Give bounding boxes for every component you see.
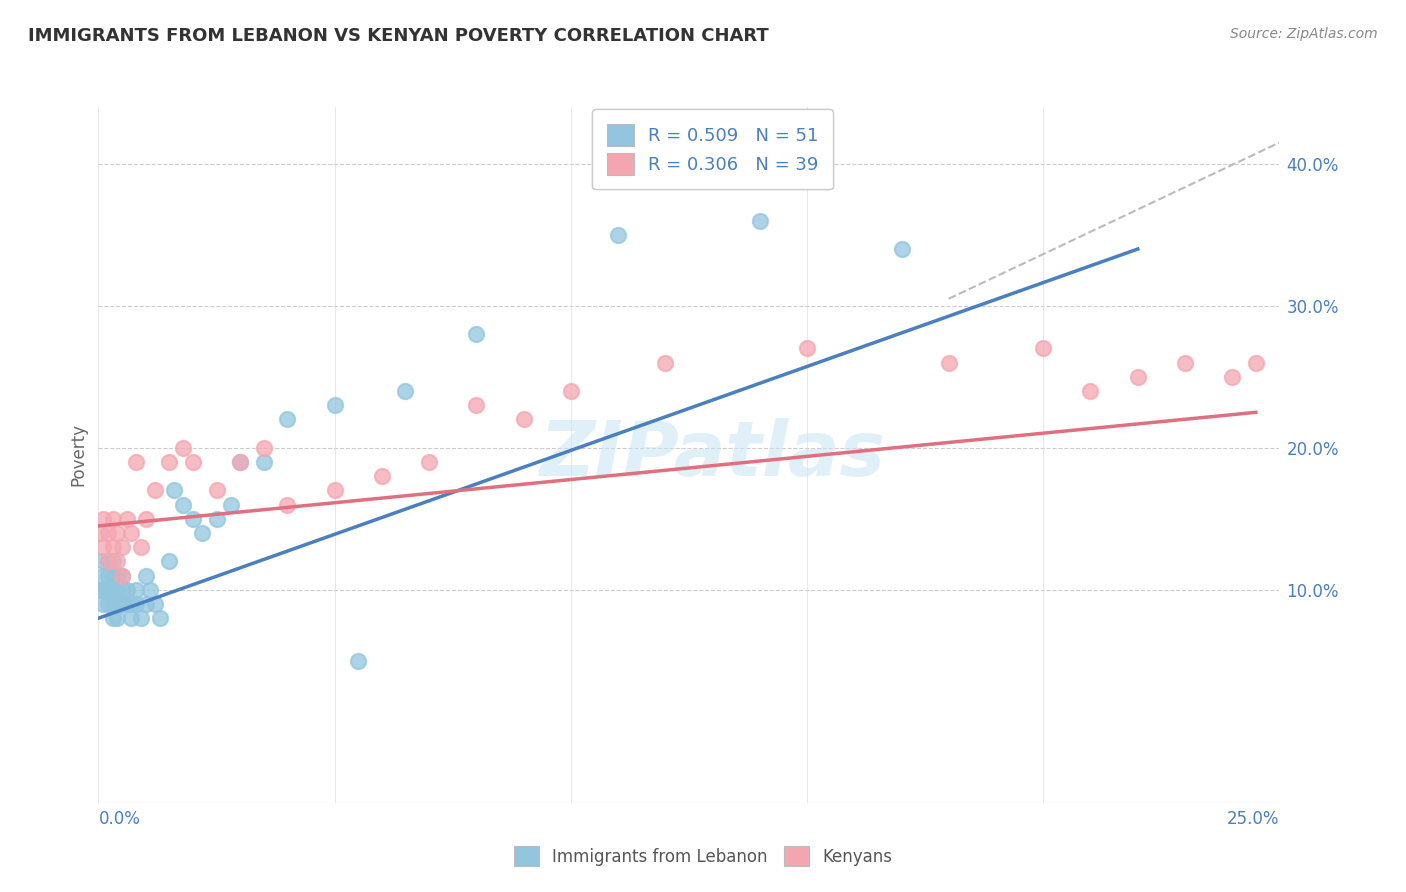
Point bbox=[149, 611, 172, 625]
Point bbox=[229, 455, 252, 469]
Point bbox=[97, 554, 120, 568]
Point bbox=[607, 227, 630, 242]
Point bbox=[172, 498, 194, 512]
Point bbox=[121, 611, 143, 625]
Point bbox=[172, 441, 194, 455]
Point bbox=[105, 582, 128, 597]
Point bbox=[101, 540, 124, 554]
Point bbox=[418, 455, 440, 469]
Point bbox=[111, 568, 134, 582]
Point bbox=[101, 582, 124, 597]
Point bbox=[105, 554, 128, 568]
Point bbox=[890, 242, 912, 256]
Text: IMMIGRANTS FROM LEBANON VS KENYAN POVERTY CORRELATION CHART: IMMIGRANTS FROM LEBANON VS KENYAN POVERT… bbox=[28, 27, 769, 45]
Point bbox=[91, 512, 114, 526]
Point bbox=[229, 455, 252, 469]
Point bbox=[938, 356, 960, 370]
Point bbox=[115, 597, 138, 611]
Point bbox=[560, 384, 582, 398]
Point bbox=[101, 611, 124, 625]
Point bbox=[121, 597, 143, 611]
Point bbox=[654, 356, 676, 370]
Point bbox=[97, 582, 120, 597]
Point bbox=[394, 384, 416, 398]
Point bbox=[748, 213, 770, 227]
Point bbox=[135, 568, 157, 582]
Point bbox=[347, 654, 370, 668]
Point bbox=[796, 342, 818, 356]
Point bbox=[101, 597, 124, 611]
Legend: R = 0.509   N = 51, R = 0.306   N = 39: R = 0.509 N = 51, R = 0.306 N = 39 bbox=[592, 109, 832, 189]
Point bbox=[139, 582, 162, 597]
Point bbox=[157, 554, 180, 568]
Point bbox=[1126, 369, 1149, 384]
Legend: Immigrants from Lebanon, Kenyans: Immigrants from Lebanon, Kenyans bbox=[505, 838, 901, 875]
Point bbox=[105, 526, 128, 541]
Text: Source: ZipAtlas.com: Source: ZipAtlas.com bbox=[1230, 27, 1378, 41]
Point bbox=[157, 455, 180, 469]
Point bbox=[115, 582, 138, 597]
Point bbox=[111, 582, 134, 597]
Point bbox=[105, 611, 128, 625]
Point bbox=[163, 483, 186, 498]
Point bbox=[90, 526, 112, 541]
Point bbox=[101, 568, 124, 582]
Point bbox=[115, 512, 138, 526]
Text: ZIPatlas: ZIPatlas bbox=[540, 418, 886, 491]
Text: 25.0%: 25.0% bbox=[1227, 810, 1279, 828]
Point bbox=[181, 455, 204, 469]
Point bbox=[101, 554, 124, 568]
Point bbox=[205, 512, 228, 526]
Point bbox=[465, 398, 488, 412]
Point bbox=[323, 483, 346, 498]
Point bbox=[125, 582, 148, 597]
Point bbox=[129, 540, 152, 554]
Point bbox=[205, 483, 228, 498]
Point bbox=[90, 582, 112, 597]
Point bbox=[253, 441, 276, 455]
Point bbox=[1220, 369, 1243, 384]
Point bbox=[253, 455, 276, 469]
Point bbox=[1032, 342, 1054, 356]
Point bbox=[323, 398, 346, 412]
Y-axis label: Poverty: Poverty bbox=[69, 424, 87, 486]
Point bbox=[97, 582, 120, 597]
Point bbox=[135, 512, 157, 526]
Point bbox=[101, 512, 124, 526]
Point bbox=[143, 483, 166, 498]
Point bbox=[276, 498, 298, 512]
Point bbox=[105, 568, 128, 582]
Point bbox=[125, 455, 148, 469]
Point bbox=[1244, 356, 1267, 370]
Point bbox=[276, 412, 298, 426]
Point bbox=[91, 554, 114, 568]
Point bbox=[97, 568, 120, 582]
Point bbox=[143, 597, 166, 611]
Point bbox=[129, 611, 152, 625]
Point bbox=[1174, 356, 1197, 370]
Text: 0.0%: 0.0% bbox=[98, 810, 141, 828]
Point bbox=[181, 512, 204, 526]
Point bbox=[191, 526, 214, 541]
Point bbox=[91, 597, 114, 611]
Point bbox=[91, 582, 114, 597]
Point bbox=[111, 597, 134, 611]
Point bbox=[1080, 384, 1102, 398]
Point bbox=[97, 554, 120, 568]
Point bbox=[97, 597, 120, 611]
Point bbox=[135, 597, 157, 611]
Point bbox=[465, 327, 488, 342]
Point bbox=[219, 498, 242, 512]
Point bbox=[91, 568, 114, 582]
Point bbox=[91, 540, 114, 554]
Point bbox=[371, 469, 394, 483]
Point bbox=[97, 526, 120, 541]
Point bbox=[512, 412, 534, 426]
Point bbox=[125, 597, 148, 611]
Point bbox=[121, 526, 143, 541]
Point bbox=[105, 597, 128, 611]
Point bbox=[111, 540, 134, 554]
Point bbox=[111, 568, 134, 582]
